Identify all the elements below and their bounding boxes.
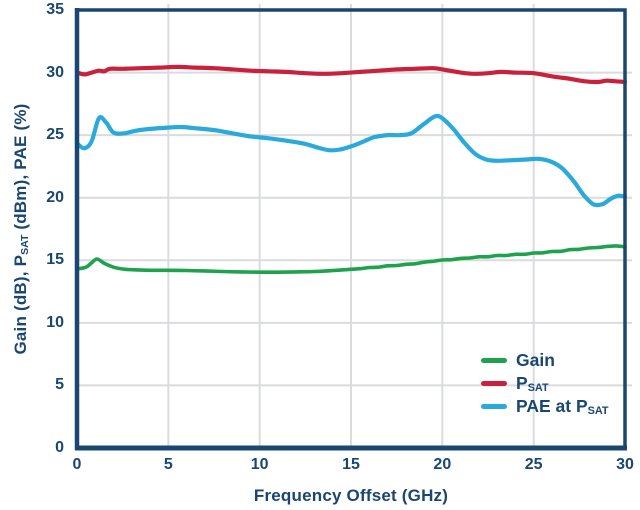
- legend-swatch-gain: [481, 358, 507, 363]
- y-tick-label: 30: [46, 63, 64, 81]
- x-tick-label: 20: [433, 456, 452, 473]
- y-tick-label: 10: [46, 313, 64, 331]
- legend-item-gain: Gain: [481, 349, 609, 372]
- series-line-pae: [74, 113, 628, 208]
- legend-label-pae: PAE at PSAT: [516, 395, 609, 418]
- x-tick-label: 10: [250, 456, 269, 473]
- legend-item-psat: PSAT: [481, 372, 609, 395]
- x-tick-label: 30: [616, 456, 634, 473]
- x-axis-title: Frequency Offset (GHz): [253, 486, 449, 505]
- x-tick-label: 25: [524, 456, 543, 473]
- legend-item-pae: PAE at PSAT: [481, 395, 609, 418]
- legend: Gain PSAT PAE at PSAT: [481, 349, 609, 418]
- legend-label-gain: Gain: [516, 350, 555, 370]
- x-tick-label: 15: [342, 456, 360, 473]
- x-tick-label: 0: [72, 456, 82, 473]
- y-tick-label: 5: [55, 376, 64, 394]
- y-tick-label: 35: [46, 1, 64, 18]
- gridlines: [77, 4, 632, 448]
- y-tick-label: 0: [55, 439, 64, 456]
- legend-label-psat: PSAT: [516, 372, 549, 395]
- legend-swatch-pae: [481, 404, 507, 409]
- y-tick-label: 15: [46, 251, 64, 269]
- series-line-gain: [75, 244, 627, 275]
- series-line-psat: [74, 64, 628, 85]
- y-tick-label: 20: [46, 188, 64, 206]
- y-tick-label: 25: [46, 126, 64, 144]
- x-tick-label: 5: [163, 456, 173, 473]
- legend-swatch-psat: [481, 381, 507, 386]
